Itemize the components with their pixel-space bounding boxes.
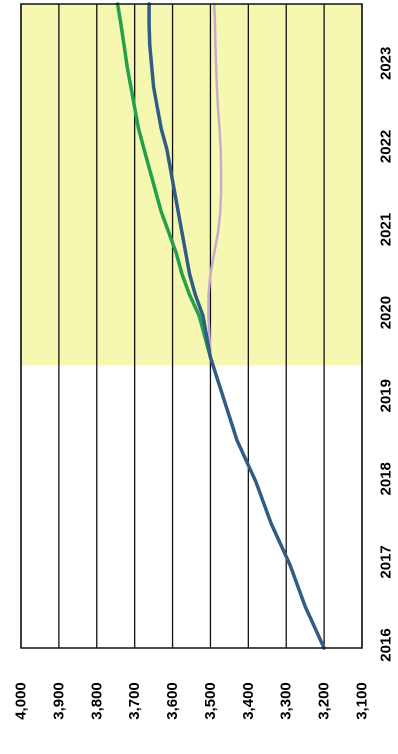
x-tick-labels: 2016 2017 2018 2019 2020 2021 2022 2023: [378, 47, 395, 662]
y-tick-label: 3,800: [88, 682, 105, 720]
x-tick-label: 2023: [378, 47, 395, 80]
x-tick-label: 2021: [378, 213, 395, 246]
x-tick-label: 2022: [378, 130, 395, 163]
y-tick-label: 3,200: [316, 682, 333, 720]
x-tick-label: 2016: [378, 628, 395, 661]
x-tick-label: 2018: [378, 462, 395, 495]
y-tick-label: 4,000: [13, 682, 30, 720]
forecast-highlight-band: [21, 4, 362, 366]
x-tick-label: 2017: [378, 545, 395, 578]
series-line: [115, 2, 213, 359]
x-tick-label: 2019: [378, 379, 395, 412]
y-tick-labels: 3,100 3,200 3,300 3,400 3,500 3,600 3,700 3,800…: [13, 682, 371, 720]
y-tick-label: 3,900: [50, 682, 67, 720]
series-line: [207, 2, 223, 359]
plot-border: [20, 3, 363, 649]
series-lines: [115, 2, 326, 650]
x-tick-label: 2020: [378, 296, 395, 329]
y-tick-label: 3,700: [126, 682, 143, 720]
y-tick-label: 3,100: [354, 682, 371, 720]
y-tick-label: 3,300: [278, 682, 295, 720]
y-tick-label: 3,600: [164, 682, 181, 720]
y-tick-label: 3,400: [240, 682, 257, 720]
series-line: [147, 2, 326, 650]
y-tick-label: 3,500: [202, 682, 219, 720]
